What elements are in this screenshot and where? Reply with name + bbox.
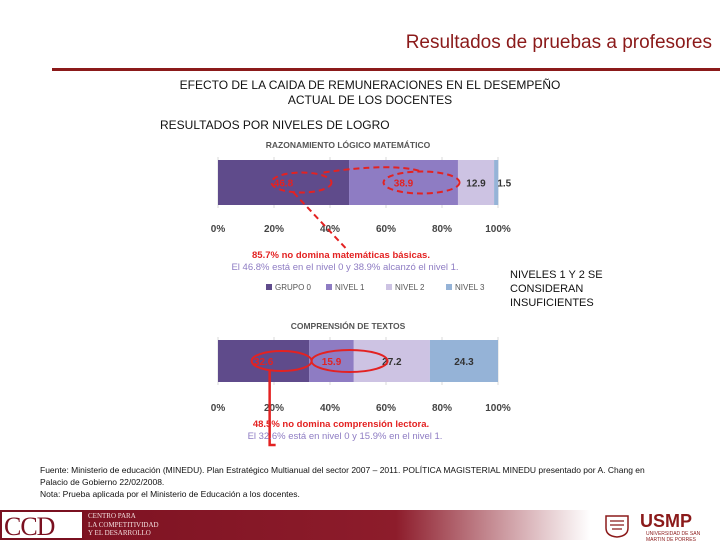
chart-1-data-label: 38.9 bbox=[394, 179, 414, 190]
chart-2-annotation-line-1: 48.5% no domina comprensión lectora. bbox=[253, 419, 429, 430]
title-rule bbox=[52, 68, 720, 71]
footer-line-3: Nota: Prueba aplicada por el Ministerio … bbox=[40, 489, 300, 499]
chart-2-tick-label: 100% bbox=[485, 403, 511, 414]
ccd-tagline: CENTRO PARA LA COMPETITIVIDAD Y EL DESAR… bbox=[88, 512, 159, 538]
chart-1-tick-label: 40% bbox=[320, 224, 340, 235]
chart-2-title: COMPRENSIÓN DE TEXTOS bbox=[291, 320, 406, 331]
chart-1-data-label: 1.5 bbox=[497, 179, 511, 190]
chart-1-pointer-line bbox=[292, 191, 347, 249]
chart-1-tick-label: 80% bbox=[432, 224, 452, 235]
chart-1-connector-line bbox=[323, 166, 422, 174]
chart-1-bar-nivel-3 bbox=[494, 160, 499, 205]
chart-2-data-label: 15.9 bbox=[322, 357, 342, 368]
chart-2-data-label: 24.3 bbox=[454, 357, 474, 368]
bottom-bar bbox=[0, 510, 720, 540]
chart-2-pointer-line bbox=[268, 371, 276, 447]
chart-1-tick-label: 100% bbox=[485, 224, 511, 235]
chart-2-bar-nivel-3 bbox=[429, 340, 498, 382]
legend-swatch bbox=[326, 284, 332, 290]
chart-1-data-label: 46.8 bbox=[274, 179, 294, 190]
subtitle: EFECTO DE LA CAIDA DE REMUNERACIONES EN … bbox=[150, 78, 590, 108]
chart-1-annotation-line-1: 85.7% no domina matemáticas básicas. bbox=[252, 250, 430, 261]
footer-source: Fuente: Ministerio de educación (MINEDU)… bbox=[40, 464, 700, 500]
chart-2-tick-label: 40% bbox=[320, 403, 340, 414]
chart-1-highlight-ellipse-1 bbox=[270, 171, 333, 194]
chart-2-annotation-line-2: El 32.6% está en nivel 0 y 15.9% en el n… bbox=[248, 431, 443, 442]
chart-2-tick-label: 60% bbox=[376, 403, 396, 414]
legend-swatch bbox=[446, 284, 452, 290]
chart-1-title: RAZONAMIENTO LÓGICO MATEMÁTICO bbox=[266, 139, 431, 150]
chart-2-data-label: 27.2 bbox=[382, 357, 402, 368]
legend-label: NIVEL 3 bbox=[455, 283, 485, 292]
chart-1-bar-grupo-0 bbox=[218, 160, 350, 205]
chart-2-bar-grupo-0 bbox=[218, 340, 310, 382]
ccd-logo: CCD bbox=[4, 512, 55, 541]
legend-swatch bbox=[386, 284, 392, 290]
legend-label: NIVEL 2 bbox=[395, 283, 425, 292]
chart-1-tick-label: 60% bbox=[376, 224, 396, 235]
usmp-logo: USMP bbox=[640, 511, 693, 531]
ccd-tagline-3: Y EL DESARROLLO bbox=[88, 529, 151, 537]
legend-swatch bbox=[266, 284, 272, 290]
footer-line-2: Palacio de Gobierno 22/02/2008. bbox=[40, 477, 165, 487]
chart-2-bar-nivel-2 bbox=[353, 340, 430, 382]
ccd-tagline-2: LA COMPETITIVIDAD bbox=[88, 520, 159, 529]
usmp-crest-icon bbox=[605, 515, 629, 538]
chart-2-highlight-ellipse-2 bbox=[310, 349, 389, 373]
side-note: NIVELES 1 Y 2 SE CONSIDERAN INSUFICIENTE… bbox=[510, 269, 603, 309]
chart-2-tick-label: 0% bbox=[211, 403, 226, 414]
ccd-tagline-1: CENTRO PARA bbox=[88, 512, 136, 520]
chart-1-bar-nivel-2 bbox=[457, 160, 495, 205]
chart-1-highlight-ellipse-2 bbox=[382, 170, 461, 195]
chart-1-tick-label: 20% bbox=[264, 224, 284, 235]
chart-2-tick-label: 20% bbox=[264, 403, 284, 414]
results-label: RESULTADOS POR NIVELES DE LOGRO bbox=[160, 118, 390, 132]
usmp-subtitle: UNIVERSIDAD DE SAN MARTIN DE PORRES bbox=[646, 531, 701, 543]
subtitle-line-2: ACTUAL DE LOS DOCENTES bbox=[287, 93, 453, 107]
ccd-logo-box bbox=[0, 510, 84, 540]
chart-1-data-label: 12.9 bbox=[466, 179, 486, 190]
chart-2-data-label: 32.6 bbox=[254, 357, 274, 368]
chart-1-tick-label: 0% bbox=[211, 224, 226, 235]
charts-canvas: RAZONAMIENTO LÓGICO MATEMÁTICO 46.8 38.9 12… bbox=[211, 139, 512, 447]
chart-1-annotation-line-2: El 46.8% está en el nivel 0 y 38.9% alca… bbox=[231, 262, 458, 273]
chart-2-bar-nivel-1 bbox=[309, 340, 354, 382]
footer-line-1: Fuente: Ministerio de educación (MINEDU)… bbox=[40, 465, 645, 475]
legend-label: NIVEL 1 bbox=[335, 283, 365, 292]
legend-label: GRUPO 0 bbox=[275, 283, 312, 292]
chart-2-tick-label: 80% bbox=[432, 403, 452, 414]
slide-title: Resultados de pruebas a profesores bbox=[405, 32, 712, 53]
subtitle-line-1: EFECTO DE LA CAIDA DE REMUNERACIONES EN … bbox=[179, 78, 561, 92]
